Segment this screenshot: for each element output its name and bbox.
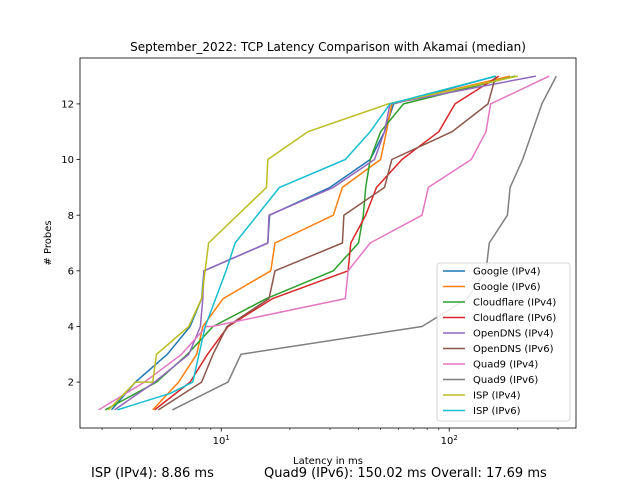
legend-label-1: Google (IPv6) bbox=[473, 282, 541, 293]
y-tick-label-2: 6 bbox=[68, 266, 74, 277]
legend-box bbox=[436, 262, 571, 422]
x-tick-label-1: 102 bbox=[441, 434, 458, 447]
series-line-5 bbox=[157, 75, 497, 411]
series-line-4 bbox=[114, 75, 537, 411]
series-line-9 bbox=[117, 75, 496, 411]
series-line-3 bbox=[154, 75, 500, 411]
plot-frame bbox=[79, 57, 577, 429]
y-tick-label-1: 4 bbox=[68, 322, 74, 333]
x-axis-ticks: 101 102 bbox=[101, 428, 559, 447]
legend-label-6: Quad9 (IPv4) bbox=[473, 360, 538, 371]
legend-label-8: ISP (IPv4) bbox=[473, 391, 521, 402]
legend-label-5: OpenDNS (IPv6) bbox=[473, 344, 554, 355]
y-tick-label-3: 8 bbox=[68, 211, 74, 222]
plot-lines bbox=[98, 75, 557, 411]
series-line-6 bbox=[98, 75, 550, 411]
legend-label-3: Cloudflare (IPv6) bbox=[473, 313, 556, 324]
y-tick-label-4: 10 bbox=[61, 155, 74, 166]
x-axis-label: Latency in ms bbox=[293, 456, 363, 467]
y-tick-label-0: 2 bbox=[68, 378, 74, 389]
legend: Google (IPv4) Google (IPv6) Cloudflare (IP… bbox=[436, 262, 571, 422]
series-line-1 bbox=[152, 75, 511, 411]
y-tick-label-5: 12 bbox=[61, 100, 74, 111]
legend-label-7: Quad9 (IPv6) bbox=[473, 375, 538, 386]
legend-label-2: Cloudflare (IPv4) bbox=[473, 298, 556, 309]
legend-label-0: Google (IPv4) bbox=[473, 267, 541, 278]
series-line-2 bbox=[104, 75, 516, 411]
x-tick-label-0: 101 bbox=[213, 434, 230, 447]
footer-overall-stat: Overall: 17.69 ms bbox=[431, 466, 547, 481]
y-axis-label: # Probes bbox=[43, 220, 54, 265]
footer-quad9-ipv6-stat: Quad9 (IPv6): 150.02 ms bbox=[264, 466, 427, 481]
legend-label-9: ISP (IPv6) bbox=[473, 406, 521, 417]
legend-label-4: OpenDNS (IPv4) bbox=[473, 329, 554, 340]
series-line-8 bbox=[107, 75, 518, 411]
chart-title: September_2022: TCP Latency Comparison w… bbox=[130, 40, 526, 54]
y-axis-ticks: 2 4 6 8 10 12 bbox=[61, 100, 80, 389]
series-line-7 bbox=[171, 75, 557, 411]
footer-isp-ipv4-stat: ISP (IPv4): 8.86 ms bbox=[91, 466, 214, 481]
